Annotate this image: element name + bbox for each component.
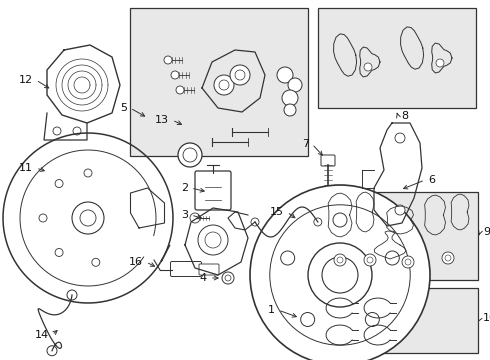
Circle shape bbox=[55, 180, 63, 188]
Circle shape bbox=[176, 86, 184, 94]
Text: 3: 3 bbox=[181, 210, 188, 220]
FancyBboxPatch shape bbox=[195, 171, 231, 210]
Circle shape bbox=[250, 185, 430, 360]
Circle shape bbox=[251, 218, 259, 226]
Circle shape bbox=[47, 346, 57, 356]
Circle shape bbox=[281, 251, 294, 265]
Circle shape bbox=[395, 205, 405, 215]
Circle shape bbox=[72, 202, 104, 234]
Circle shape bbox=[314, 218, 322, 226]
Bar bbox=[318, 8, 476, 108]
FancyBboxPatch shape bbox=[199, 264, 219, 275]
Text: 16: 16 bbox=[129, 257, 143, 267]
Circle shape bbox=[183, 148, 197, 162]
Circle shape bbox=[308, 243, 372, 307]
Circle shape bbox=[164, 56, 172, 64]
Circle shape bbox=[80, 210, 96, 226]
Circle shape bbox=[288, 78, 302, 92]
Circle shape bbox=[73, 127, 81, 135]
Circle shape bbox=[190, 213, 200, 223]
Circle shape bbox=[364, 254, 376, 266]
Circle shape bbox=[205, 232, 221, 248]
Circle shape bbox=[171, 71, 179, 79]
Text: 14: 14 bbox=[35, 330, 49, 340]
Text: 8: 8 bbox=[401, 111, 408, 121]
Circle shape bbox=[235, 70, 245, 80]
Circle shape bbox=[364, 63, 372, 71]
FancyBboxPatch shape bbox=[171, 261, 201, 276]
Circle shape bbox=[277, 67, 293, 83]
Text: 2: 2 bbox=[181, 183, 188, 193]
Text: 9: 9 bbox=[483, 227, 490, 237]
Circle shape bbox=[322, 257, 358, 293]
Bar bbox=[130, 8, 308, 156]
Text: 5: 5 bbox=[120, 103, 127, 113]
Circle shape bbox=[436, 59, 444, 67]
Text: 11: 11 bbox=[19, 163, 33, 173]
Circle shape bbox=[55, 248, 63, 256]
Circle shape bbox=[53, 127, 61, 135]
Circle shape bbox=[402, 256, 414, 268]
Circle shape bbox=[219, 80, 229, 90]
Text: 1: 1 bbox=[268, 305, 275, 315]
Circle shape bbox=[222, 272, 234, 284]
Circle shape bbox=[337, 257, 343, 263]
FancyBboxPatch shape bbox=[321, 155, 335, 166]
Circle shape bbox=[178, 143, 202, 167]
Circle shape bbox=[442, 252, 454, 264]
Text: 15: 15 bbox=[270, 207, 284, 217]
Text: 12: 12 bbox=[19, 75, 33, 85]
Text: 6: 6 bbox=[428, 175, 435, 185]
Text: 13: 13 bbox=[155, 115, 169, 125]
Circle shape bbox=[301, 312, 315, 327]
Text: 10: 10 bbox=[483, 313, 490, 323]
Circle shape bbox=[445, 255, 451, 261]
Circle shape bbox=[284, 104, 296, 116]
Text: 4: 4 bbox=[200, 273, 207, 283]
Circle shape bbox=[334, 254, 346, 266]
Text: 7: 7 bbox=[302, 139, 309, 149]
Circle shape bbox=[214, 75, 234, 95]
Circle shape bbox=[230, 65, 250, 85]
Circle shape bbox=[92, 258, 100, 266]
Bar bbox=[318, 288, 478, 353]
Bar bbox=[318, 192, 478, 280]
Circle shape bbox=[84, 169, 92, 177]
Circle shape bbox=[395, 133, 405, 143]
Circle shape bbox=[67, 290, 77, 300]
Circle shape bbox=[385, 251, 399, 265]
Circle shape bbox=[367, 257, 373, 263]
Circle shape bbox=[39, 214, 47, 222]
Circle shape bbox=[366, 312, 379, 327]
Circle shape bbox=[405, 259, 411, 265]
Circle shape bbox=[198, 225, 228, 255]
Circle shape bbox=[225, 275, 231, 281]
Circle shape bbox=[333, 213, 347, 227]
Circle shape bbox=[282, 90, 298, 106]
